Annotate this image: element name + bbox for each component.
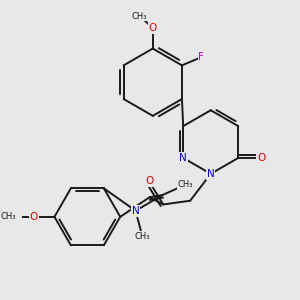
- Text: O: O: [30, 212, 38, 222]
- Text: O: O: [145, 176, 153, 186]
- Text: O: O: [257, 153, 266, 163]
- Text: CH₃: CH₃: [132, 11, 147, 20]
- Text: CH₃: CH₃: [135, 232, 150, 241]
- Text: CH₃: CH₃: [0, 212, 16, 221]
- Text: CH₃: CH₃: [178, 180, 194, 189]
- Text: N: N: [207, 169, 214, 179]
- Text: N: N: [179, 153, 187, 163]
- Text: N: N: [132, 206, 140, 216]
- Text: O: O: [149, 23, 157, 33]
- Text: F: F: [198, 52, 204, 62]
